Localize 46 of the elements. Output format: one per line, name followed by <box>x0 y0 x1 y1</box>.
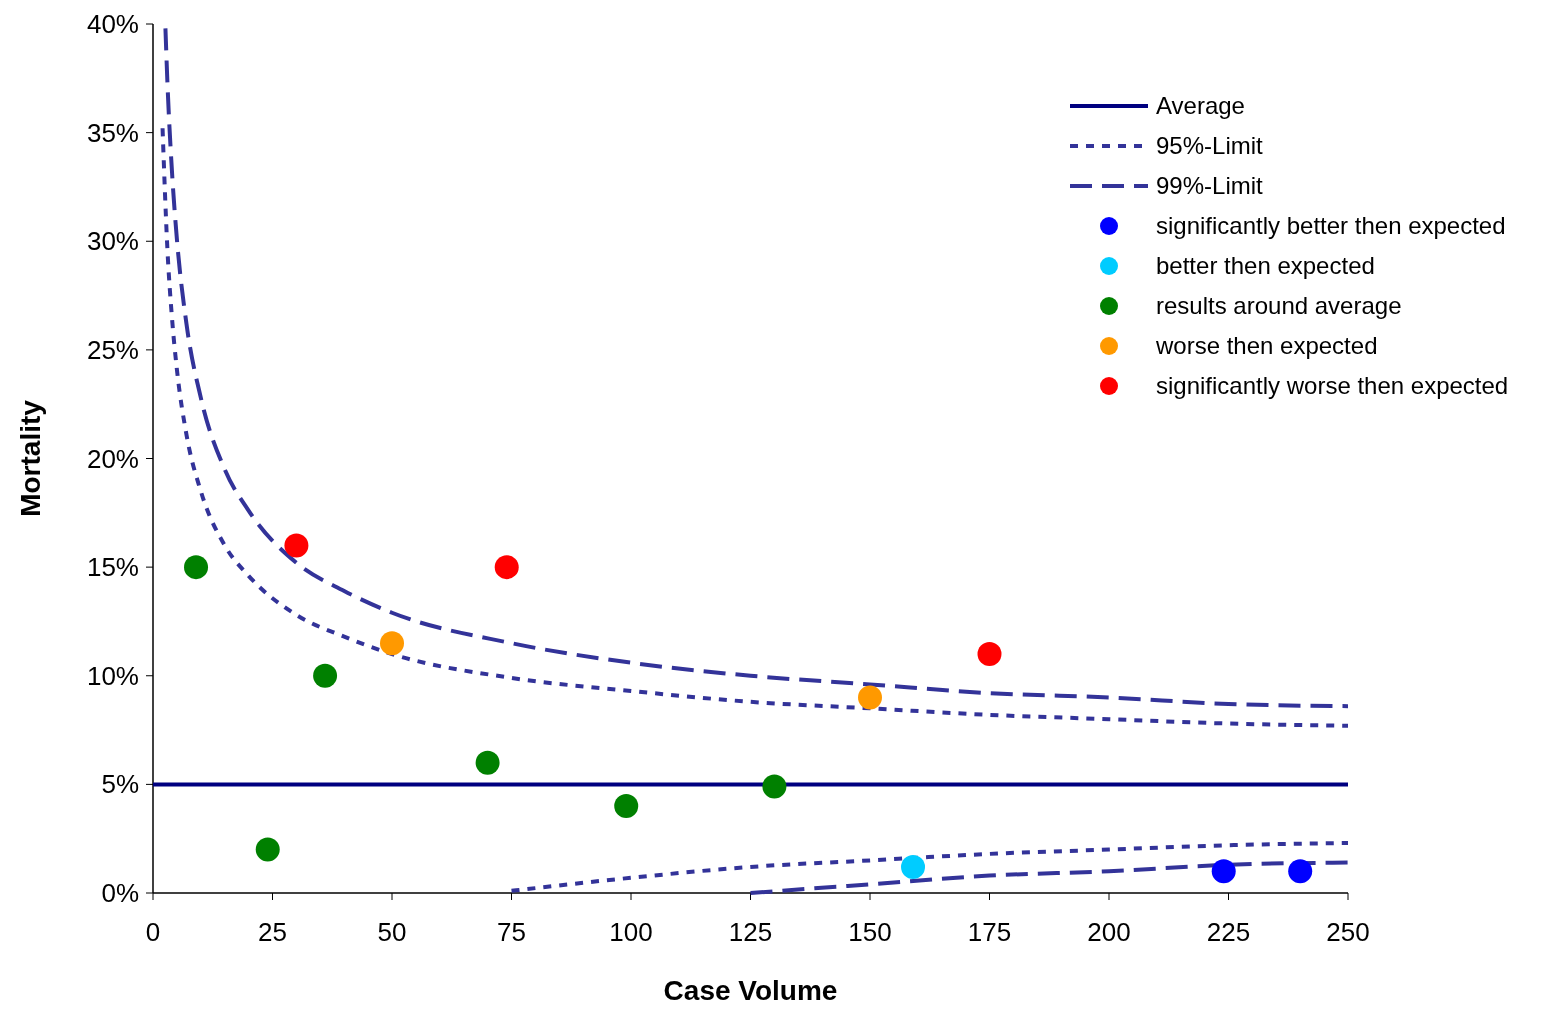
point <box>184 555 209 580</box>
point <box>901 854 926 879</box>
y-tick-label: 0% <box>101 878 139 909</box>
line-series <box>509 841 1348 893</box>
x-tick-label: 225 <box>1206 917 1251 947</box>
x-tick-label: 100 <box>609 917 653 947</box>
legend-label: significantly better then expected <box>1156 212 1506 240</box>
x-tick-label: 25 <box>258 917 287 947</box>
point <box>313 663 338 688</box>
x-tick-label: 125 <box>728 917 773 947</box>
line-series <box>748 860 1348 895</box>
point <box>614 794 639 819</box>
legend-label: worse then expected <box>1155 332 1378 360</box>
point <box>284 533 309 558</box>
point <box>977 642 1002 667</box>
y-tick-label: 5% <box>101 769 139 800</box>
x-tick-label: 50 <box>377 917 407 947</box>
legend-label: 99%-Limit <box>1156 172 1264 200</box>
x-tick-label: 150 <box>848 917 892 947</box>
legend-label: significantly worse then expected <box>1156 372 1509 400</box>
point <box>255 837 280 862</box>
legend-label: results around average <box>1156 292 1402 320</box>
point <box>1288 859 1313 884</box>
y-tick-label: 25% <box>86 334 139 365</box>
point <box>475 750 500 775</box>
point <box>494 555 519 580</box>
y-tick-label: 35% <box>86 117 139 148</box>
x-tick-label: 175 <box>967 917 1012 947</box>
y-tick-label: 10% <box>86 660 139 691</box>
x-tick-label: 0 <box>145 917 161 947</box>
x-tick-label: 200 <box>1087 917 1131 947</box>
legend-label: better then expected <box>1156 252 1375 280</box>
x-axis-title: Case Volume <box>663 975 838 1006</box>
y-tick-label: 20% <box>86 443 139 474</box>
legend-label: 95%-Limit <box>1156 132 1264 160</box>
legend-label: Average <box>1156 92 1245 120</box>
x-tick-label: 250 <box>1326 917 1370 947</box>
y-tick-label: 30% <box>86 226 139 257</box>
y-axis-title: Mortality <box>15 399 46 517</box>
x-tick-label: 75 <box>497 917 526 947</box>
y-tick-label: 40% <box>86 9 139 40</box>
point <box>858 685 882 710</box>
y-tick-label: 15% <box>86 552 139 583</box>
point <box>380 631 404 656</box>
point <box>1211 859 1236 884</box>
point <box>762 774 787 799</box>
